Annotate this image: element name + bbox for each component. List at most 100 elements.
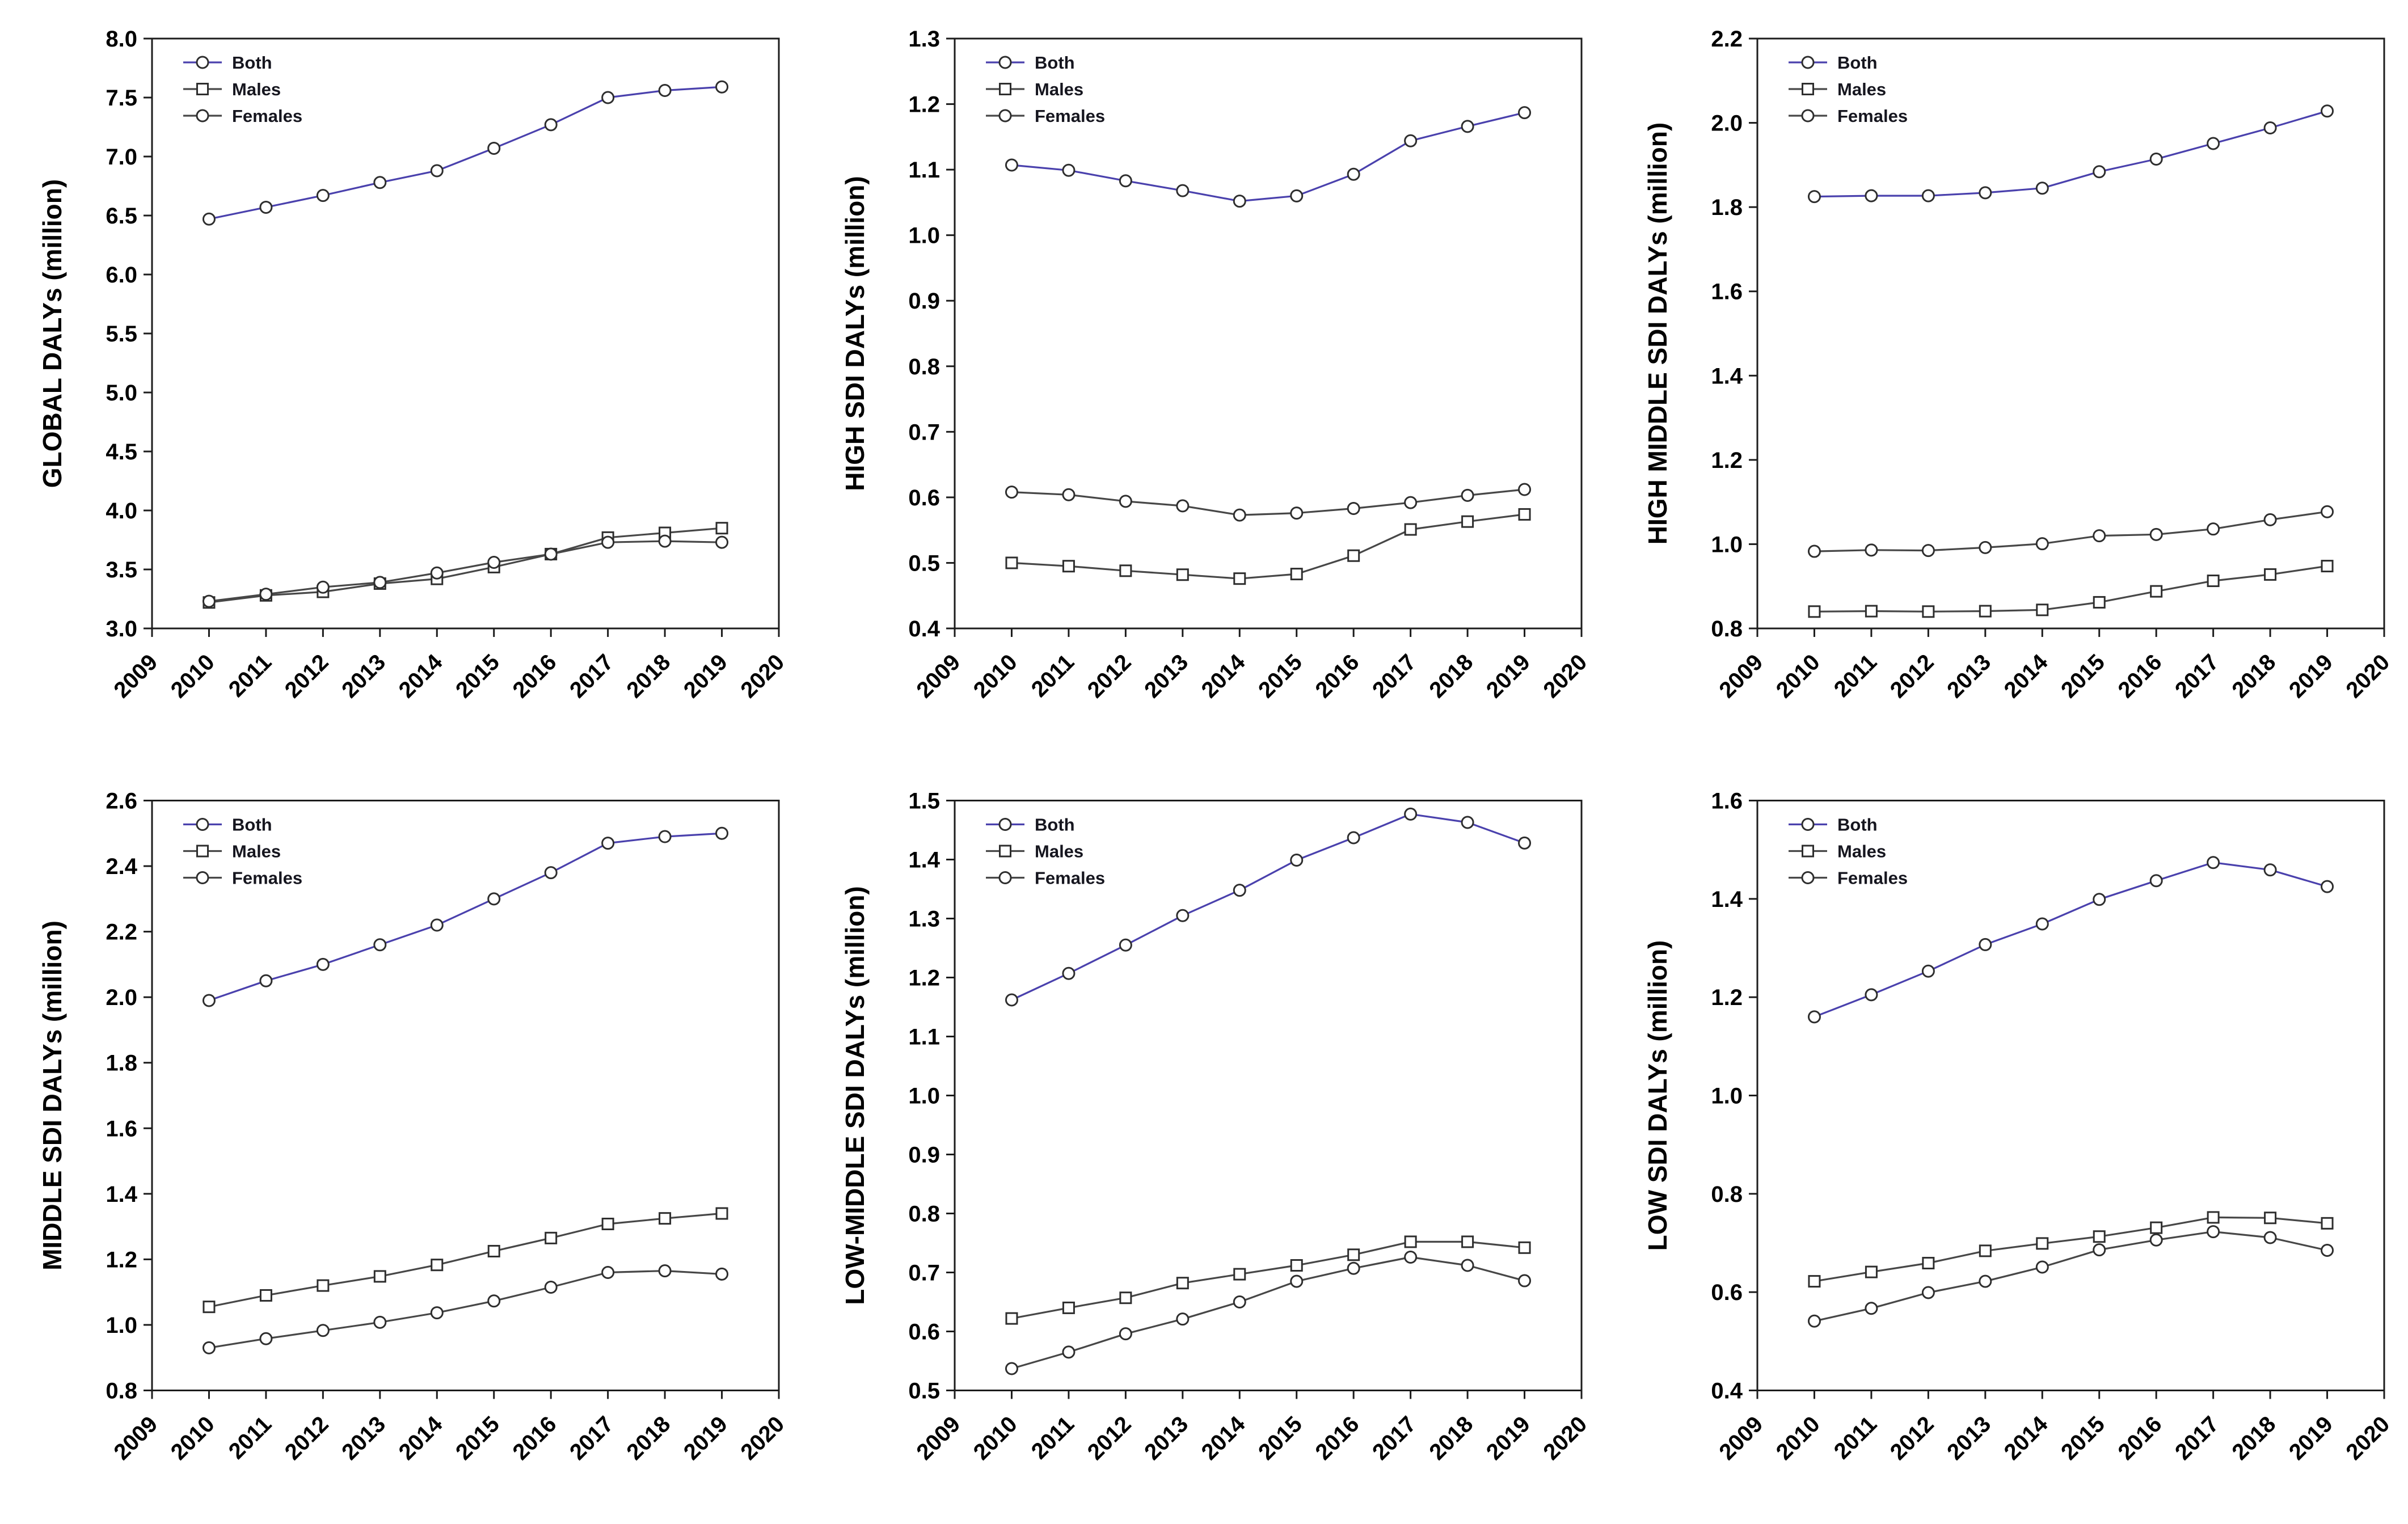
y-tick-label: 1.4	[1711, 364, 1743, 389]
data-point-both-2010	[202, 212, 216, 226]
data-point-females-2016	[2149, 1233, 2163, 1247]
x-tick-label: 2015	[451, 1412, 504, 1465]
y-tick-label: 2.2	[1711, 27, 1743, 52]
x-tick-label: 2015	[1254, 1412, 1307, 1465]
data-point-females-2014	[1233, 1295, 1246, 1308]
data-point-females-2019	[715, 1267, 729, 1281]
y-axis-title: MIDDLE SDI DALYs (million)	[37, 921, 67, 1270]
data-point-females-2015	[2093, 1243, 2106, 1257]
data-point-both-2019	[2321, 104, 2334, 118]
y-tick-label: 0.8	[1711, 617, 1743, 641]
y-tick-label: 1.4	[908, 848, 940, 873]
data-point-both-2015	[1290, 854, 1304, 867]
y-tick-label: 0.8	[908, 1202, 940, 1227]
data-point-females-2014	[430, 566, 444, 580]
y-tick-label: 4.5	[106, 440, 137, 465]
legend-marker-both	[1801, 56, 1815, 69]
data-point-females-2012	[1119, 495, 1132, 508]
y-tick-label: 2.0	[1711, 111, 1743, 136]
x-tick-label: 2020	[1538, 1412, 1592, 1465]
y-tick-label: 5.0	[106, 381, 137, 406]
x-tick-label: 2018	[2227, 649, 2280, 703]
y-tick-label: 1.4	[106, 1182, 137, 1207]
data-point-males-2013	[1176, 568, 1189, 581]
data-point-females-2011	[1062, 1345, 1076, 1359]
legend-label-males: Males	[1035, 842, 1083, 862]
data-point-females-2015	[487, 556, 501, 569]
x-tick-label: 2011	[1829, 649, 1882, 702]
data-point-both-2017	[2207, 137, 2220, 150]
y-tick-label: 5.5	[106, 322, 137, 347]
legend-label-both: Both	[232, 815, 272, 835]
legend-label-both: Both	[1837, 53, 1878, 73]
data-point-females-2016	[2149, 527, 2163, 541]
y-tick-label: 0.4	[908, 617, 940, 641]
x-tick-label: 2020	[736, 1412, 789, 1465]
plot-frame	[954, 37, 1583, 630]
data-point-males-2015	[1290, 568, 1303, 581]
x-tick-label: 2017	[1368, 1412, 1421, 1465]
data-point-males-2014	[431, 1259, 444, 1272]
data-point-females-2011	[1865, 1302, 1878, 1315]
data-point-males-2015	[1290, 1259, 1303, 1272]
legend-marker-both	[196, 56, 209, 69]
y-tick-label: 8.0	[106, 27, 137, 52]
x-tick-label: 2013	[1140, 649, 1193, 703]
y-tick-label: 0.9	[908, 1143, 940, 1168]
y-tick-label: 0.7	[908, 1261, 940, 1286]
legend-label-both: Both	[1035, 53, 1075, 73]
legend-marker-males	[1802, 845, 1814, 858]
data-point-females-2017	[2207, 1225, 2220, 1239]
data-point-males-2019	[1518, 1241, 1531, 1254]
chart-panel-global-dalys: 3.0 3.5 4.0 4.5 5.0 5.5 6.0 6.5 7.0 7.5 8.0 2009 201…	[0, 0, 803, 762]
x-tick-label: 2011	[1027, 1412, 1079, 1464]
y-tick-label: 0.6	[908, 1320, 940, 1345]
y-tick-label: 1.2	[1711, 448, 1743, 473]
data-point-females-2017	[2207, 522, 2220, 536]
x-tick-label: 2010	[166, 649, 220, 703]
data-point-females-2017	[1404, 1250, 1418, 1264]
x-tick-label: 2009	[109, 649, 162, 703]
data-point-both-2018	[1461, 120, 1474, 133]
x-tick-label: 2018	[1424, 1412, 1478, 1465]
y-tick-label: 4.0	[106, 499, 137, 524]
data-point-both-2019	[715, 80, 729, 94]
y-axis-title: GLOBAL DALYs (million)	[37, 179, 67, 488]
data-point-both-2012	[1119, 174, 1132, 188]
y-axis-title: LOW-MIDDLE SDI DALYs (million)	[840, 886, 870, 1305]
data-point-both-2018	[2263, 121, 2277, 134]
x-tick-label: 2009	[1714, 649, 1768, 703]
data-point-both-2012	[316, 957, 330, 971]
y-tick-label: 1.0	[1711, 532, 1743, 557]
data-point-females-2019	[715, 535, 729, 549]
x-tick-label: 2020	[2341, 1412, 2394, 1465]
y-tick-label: 2.4	[106, 854, 137, 879]
x-tick-label: 2013	[1942, 1412, 1996, 1465]
x-tick-label: 2016	[2114, 1412, 2167, 1465]
y-tick-label: 1.6	[106, 1116, 137, 1141]
x-tick-label: 2015	[1254, 649, 1307, 703]
data-point-both-2014	[430, 918, 444, 932]
data-point-both-2012	[316, 189, 330, 202]
legend-marker-males	[196, 83, 209, 95]
data-point-males-2016	[1347, 1248, 1360, 1261]
data-point-females-2017	[601, 535, 615, 549]
plot-frame	[151, 37, 780, 630]
data-point-males-2016	[2150, 585, 2163, 598]
data-point-females-2014	[2035, 1260, 2049, 1274]
y-tick-label: 7.5	[106, 86, 137, 111]
data-point-females-2010	[1005, 1362, 1018, 1375]
data-point-females-2014	[1233, 508, 1246, 522]
data-point-females-2019	[2321, 505, 2334, 518]
data-point-females-2016	[544, 1281, 558, 1294]
data-point-females-2012	[1119, 1327, 1132, 1341]
series-line-females	[209, 540, 722, 602]
data-point-males-2017	[1404, 523, 1417, 536]
data-point-males-2018	[659, 1212, 672, 1225]
legend-label-males: Males	[1837, 79, 1886, 99]
legend-marker-females	[1801, 871, 1815, 884]
y-tick-label: 6.5	[106, 204, 137, 229]
